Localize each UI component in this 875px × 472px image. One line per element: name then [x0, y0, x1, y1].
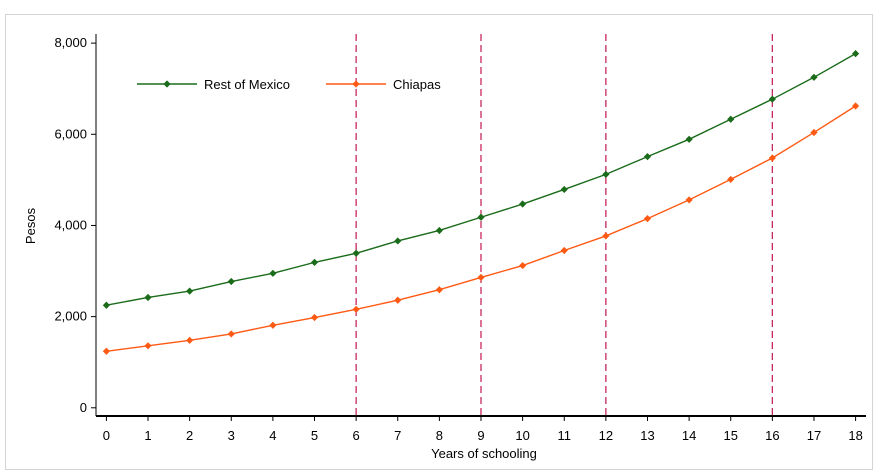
x-tick-label: 8: [436, 428, 443, 443]
x-tick-label: 15: [723, 428, 737, 443]
x-tick-label: 7: [394, 428, 401, 443]
data-point: [643, 153, 652, 161]
data-point: [144, 342, 152, 350]
data-point: [685, 196, 693, 204]
data-point: [394, 237, 402, 245]
data-point: [102, 347, 111, 355]
series-layer: [102, 50, 860, 355]
chart-frame: [5, 14, 873, 470]
data-point: [435, 286, 443, 294]
reference-lines: [355, 34, 774, 416]
data-point: [102, 301, 111, 309]
series-0: [102, 50, 860, 309]
data-point: [643, 215, 652, 223]
x-tick-label: 1: [144, 428, 151, 443]
data-point: [727, 115, 735, 123]
legend-item: Chiapas: [326, 77, 441, 92]
legend-label: Rest of Mexico: [204, 77, 290, 92]
y-tick-label: 0: [80, 400, 87, 415]
data-point: [269, 321, 277, 329]
data-point: [851, 50, 860, 58]
data-point: [768, 154, 776, 162]
x-tick-label: 10: [515, 428, 529, 443]
y-tick-label: 2,000: [54, 309, 87, 324]
data-point: [227, 277, 235, 286]
x-tick-label: 16: [765, 428, 779, 443]
data-point: [685, 135, 693, 143]
y-tick-label: 8,000: [54, 35, 87, 50]
data-point: [810, 128, 818, 137]
x-tick-label: 18: [848, 428, 862, 443]
data-point: [394, 296, 402, 304]
data-point: [810, 73, 818, 81]
data-point: [560, 185, 568, 194]
x-tick-label: 12: [599, 428, 613, 443]
legend-marker: [352, 80, 360, 88]
data-point: [602, 232, 610, 240]
data-point: [227, 330, 235, 338]
data-point: [727, 175, 735, 184]
legend-label: Chiapas: [393, 77, 441, 92]
data-point: [768, 95, 776, 103]
x-tick-label: 17: [807, 428, 821, 443]
x-tick-label: 2: [186, 428, 193, 443]
data-point: [186, 287, 194, 295]
data-point: [851, 102, 860, 110]
legend-item: Rest of Mexico: [137, 77, 290, 92]
x-tick-label: 4: [269, 428, 276, 443]
x-axis-title: Years of schooling: [431, 446, 537, 461]
data-point: [269, 269, 277, 277]
data-point: [352, 305, 360, 313]
data-point: [602, 170, 610, 179]
x-tick-label: 6: [353, 428, 360, 443]
x-tick-label: 0: [103, 428, 110, 443]
y-tick-label: 6,000: [54, 126, 87, 141]
data-point: [519, 200, 527, 208]
data-point: [310, 258, 319, 266]
data-point: [186, 336, 194, 344]
y-tick-label: 4,000: [54, 217, 87, 232]
data-point: [144, 293, 152, 302]
x-tick-label: 13: [640, 428, 654, 443]
data-point: [352, 249, 360, 257]
x-tick-label: 11: [557, 428, 571, 443]
data-point: [519, 261, 527, 270]
legend: Rest of Mexico Chiapas: [137, 77, 441, 92]
x-tick-label: 9: [477, 428, 484, 443]
data-point: [477, 213, 485, 221]
x-tick-label: 5: [311, 428, 318, 443]
legend-marker: [163, 80, 171, 88]
data-point: [477, 273, 485, 282]
data-point: [560, 246, 568, 255]
data-point: [310, 313, 319, 322]
y-axis-title: Pesos: [23, 207, 38, 244]
x-tick-label: 14: [682, 428, 696, 443]
series-1: [102, 102, 860, 355]
data-point: [435, 226, 443, 235]
x-tick-label: 3: [228, 428, 235, 443]
